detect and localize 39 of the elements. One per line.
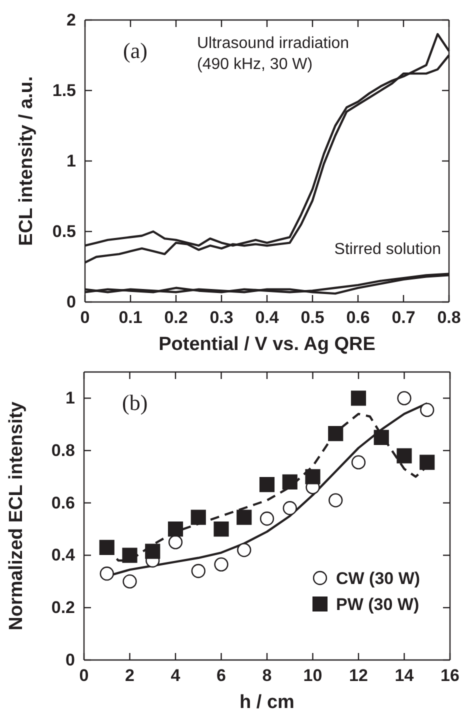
x-tick-label: 0.5 xyxy=(300,308,324,328)
x-tick-label: 0.6 xyxy=(346,308,370,328)
annotation: (b) xyxy=(122,390,148,415)
x-tick-label: 0.4 xyxy=(255,308,280,328)
x-axis-title: h / cm xyxy=(240,692,294,710)
y-tick-label: 0.8 xyxy=(51,440,75,460)
x-tick-label: 0.7 xyxy=(392,308,416,328)
x-tick-label: 0.1 xyxy=(118,308,142,328)
y-tick-label: 0.4 xyxy=(51,546,76,565)
x-tick-label: 14 xyxy=(394,666,414,686)
x-tick-label: 2 xyxy=(125,666,134,686)
y-tick-label: 1 xyxy=(66,388,75,408)
x-tick-label: 0.8 xyxy=(437,308,461,328)
x-tick-label: 6 xyxy=(216,666,226,686)
x-tick-label: 4 xyxy=(170,666,181,686)
x-tick-label: 0.2 xyxy=(164,308,188,328)
x-tick-label: 0.3 xyxy=(210,308,234,328)
y-tick-label: 1 xyxy=(66,151,76,170)
x-tick-label: 8 xyxy=(262,666,272,686)
y-tick-label: 0.2 xyxy=(51,598,75,618)
y-axis-title: Normalized ECL intensity xyxy=(6,401,27,630)
y-axis-title: ECL intensity / a.u. xyxy=(16,76,37,246)
legend-label: CW (30 W) xyxy=(336,569,420,588)
legend-label: PW (30 W) xyxy=(336,595,420,614)
y-tick-label: 0 xyxy=(66,292,76,312)
y-tick-label: 0.6 xyxy=(51,493,75,512)
x-tick-label: 16 xyxy=(440,666,460,686)
y-tick-label: 0.5 xyxy=(52,222,76,241)
annotation: Stirred solution xyxy=(334,241,441,258)
annotation: Ultrasound irradiation (490 kHz, 30 W) xyxy=(197,35,350,73)
x-tick-label: 0 xyxy=(80,308,90,328)
y-tick-label: 0 xyxy=(66,650,75,670)
x-tick-label: 10 xyxy=(303,666,322,686)
annotation: (a) xyxy=(123,38,148,63)
y-tick-label: 1.5 xyxy=(52,80,76,100)
x-tick-label: 0 xyxy=(79,666,89,686)
x-tick-label: 12 xyxy=(349,666,368,686)
y-tick-label: 2 xyxy=(66,10,76,30)
x-axis-title: Potential / V vs. Ag QRE xyxy=(158,334,376,355)
